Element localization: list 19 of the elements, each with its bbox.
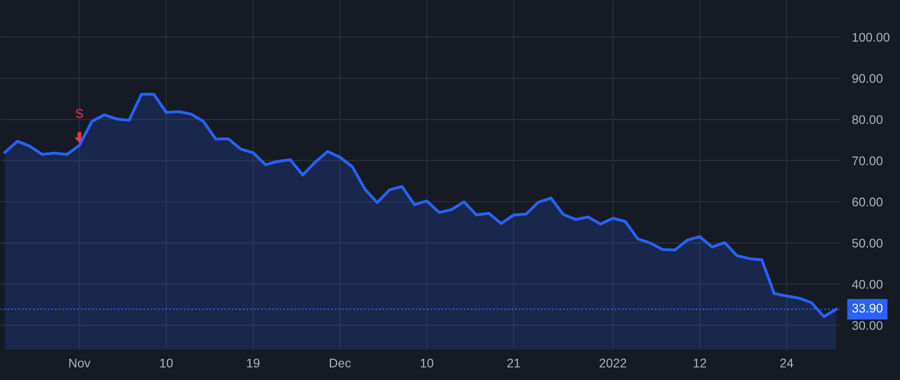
- x-tick-label: 12: [694, 358, 706, 368]
- x-tick-label: 24: [780, 358, 794, 368]
- ref-line-label: 33.90: [852, 304, 883, 313]
- x-tick-label: Dec: [330, 358, 351, 368]
- x-tick-label: 2022: [600, 358, 626, 368]
- x-tick-label: 19: [247, 358, 260, 368]
- y-tick-label: 60.00: [852, 198, 883, 206]
- x-tick-label: Nov: [69, 358, 90, 368]
- y-tick-label: 40.00: [852, 280, 883, 289]
- x-tick-label: 10: [160, 358, 173, 368]
- y-tick-label: 100.00: [852, 32, 890, 42]
- y-tick-label: 70.00: [852, 156, 883, 166]
- annotation: S: [76, 109, 83, 118]
- y-tick-label: 90.00: [852, 74, 883, 83]
- y-tick-label: 30.00: [852, 321, 883, 330]
- x-tick-label: 21: [507, 358, 520, 368]
- x-tick-label: 10: [420, 358, 434, 368]
- y-tick-label: 50.00: [852, 238, 883, 248]
- y-tick-label: 80.00: [852, 115, 883, 124]
